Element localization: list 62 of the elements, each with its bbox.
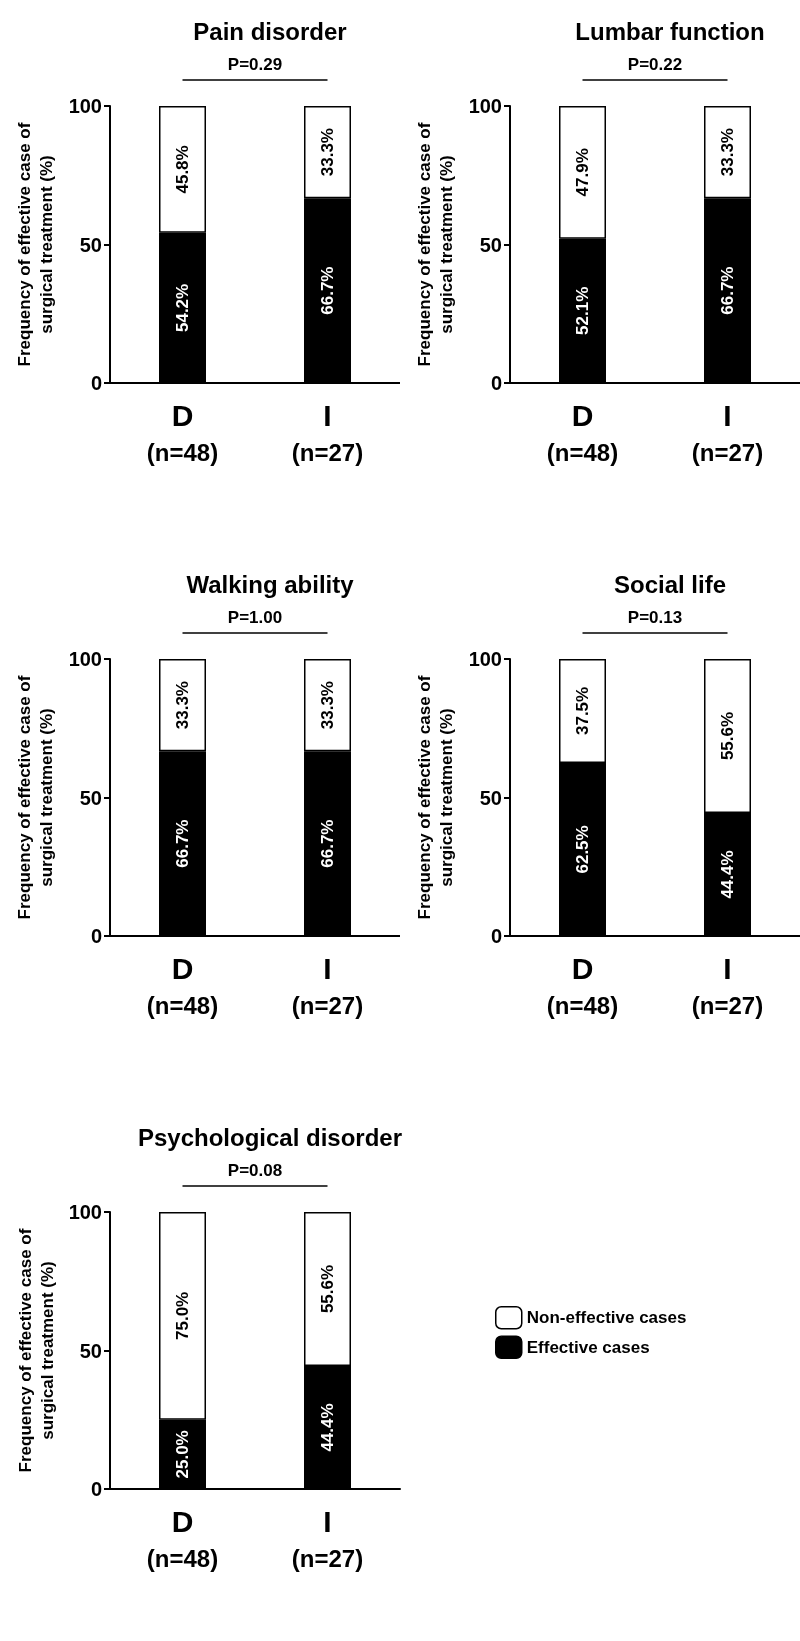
y-tick-label: 100 <box>468 648 502 670</box>
chart-title: Social life <box>613 570 727 598</box>
data-label: 47.9% <box>573 148 592 197</box>
y-tick-label: 0 <box>490 372 502 394</box>
x-tick-label: D (n=48) <box>146 1504 219 1572</box>
y-tick-label: 50 <box>79 1339 102 1362</box>
data-label: 55.6% <box>318 1264 337 1314</box>
legend-label: Non-effective cases <box>526 1308 687 1328</box>
y-tick-label: 100 <box>468 95 502 117</box>
legend-label: Effective cases <box>526 1337 650 1357</box>
y-tick-label: 100 <box>68 1201 102 1223</box>
data-label: 66.7% <box>718 266 737 315</box>
data-label: 25.0% <box>173 1430 192 1479</box>
y-tick-label: 0 <box>90 372 102 394</box>
x-tick-label: D (n=48) <box>146 398 219 466</box>
x-tick-label: I (n=27) <box>291 398 364 466</box>
chart-title: Lumbar function <box>575 17 765 45</box>
x-tick-label: I (n=27) <box>691 398 764 466</box>
y-tick-label: 50 <box>79 786 102 809</box>
data-label: 33.3% <box>318 128 337 177</box>
y-tick-label: 0 <box>490 925 502 947</box>
x-tick-label: D (n=48) <box>546 951 619 1019</box>
data-label: 54.2% <box>173 283 192 333</box>
data-label: 44.4% <box>318 1403 337 1452</box>
y-axis-title: Frequency of effective case of surgical treatment (%) <box>415 675 457 920</box>
text: P=0.08 <box>227 1161 283 1180</box>
y-axis-title: Frequency of effective case of surgical treatment (%) <box>15 1228 57 1473</box>
y-axis-title: Frequency of effective case of surgical treatment (%) <box>415 122 457 367</box>
y-tick-label: 0 <box>90 925 102 947</box>
text: P=0.29 <box>227 55 283 74</box>
data-label: 37.5% <box>573 686 592 736</box>
chart-title: Walking ability <box>186 570 355 598</box>
y-axis-title: Frequency of effective case of surgical treatment (%) <box>15 675 57 920</box>
chart-title: Psychological disorder <box>137 1123 403 1151</box>
text: P=0.22 <box>627 55 683 74</box>
data-label: 33.3% <box>318 681 337 730</box>
y-axis-title: Frequency of effective case of surgical treatment (%) <box>15 122 57 367</box>
data-label: 75.0% <box>173 1291 192 1340</box>
data-label: 55.6% <box>718 711 737 761</box>
y-tick-label: 50 <box>479 233 502 256</box>
x-tick-label: D (n=48) <box>146 951 219 1019</box>
data-label: 33.3% <box>173 681 192 730</box>
data-label: 66.7% <box>173 819 192 868</box>
x-tick-label: D (n=48) <box>546 398 619 466</box>
data-label: 44.4% <box>718 850 737 899</box>
y-tick-label: 50 <box>79 233 102 256</box>
data-label: 66.7% <box>318 266 337 315</box>
chart-title: Pain disorder <box>193 17 347 45</box>
y-tick-label: 100 <box>68 95 102 117</box>
y-tick-label: 50 <box>479 786 502 809</box>
text: P=0.13 <box>627 608 683 627</box>
data-label: 45.8% <box>173 145 192 194</box>
text: P=1.00 <box>227 608 283 627</box>
y-tick-label: 100 <box>68 648 102 670</box>
data-label: 62.5% <box>573 825 592 874</box>
x-tick-label: I (n=27) <box>691 951 764 1019</box>
data-label: 33.3% <box>718 128 737 177</box>
x-tick-label: I (n=27) <box>291 951 364 1019</box>
y-tick-label: 0 <box>90 1478 102 1500</box>
data-label: 52.1% <box>573 286 592 335</box>
x-tick-label: I (n=27) <box>291 1504 364 1572</box>
data-label: 66.7% <box>318 819 337 868</box>
